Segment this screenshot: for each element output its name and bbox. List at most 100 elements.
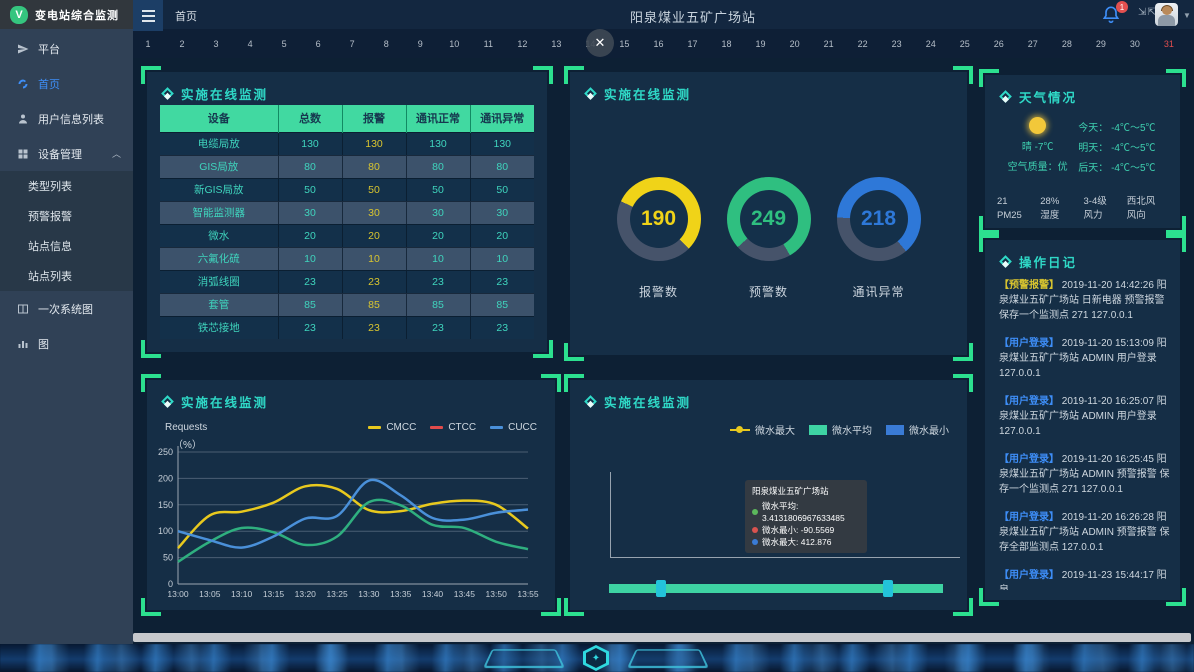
date-ruler: 1234567891011121314151617181920212223242…: [133, 29, 1194, 58]
ruler-number[interactable]: 31: [1163, 38, 1174, 49]
ruler-number[interactable]: 10: [449, 38, 460, 49]
sidebar-subitem-station-info[interactable]: 站点信息: [28, 241, 72, 253]
svg-text:13:55: 13:55: [517, 589, 539, 599]
ruler-number[interactable]: 9: [417, 38, 423, 49]
stat-value: 21: [997, 196, 1008, 207]
weather-stat: 21 PM25: [997, 195, 1040, 223]
log-tag: 【用户登录】: [999, 570, 1059, 581]
svg-text:250: 250: [158, 447, 173, 457]
avatar[interactable]: [1155, 3, 1178, 26]
sidebar-subitem-warning-alarm[interactable]: 预警报警: [28, 211, 72, 223]
donut-label: 通讯异常: [852, 285, 905, 299]
sidebar-item-device-management[interactable]: 设备管理 ︿: [0, 136, 133, 171]
legend-item-微水平均[interactable]: 微水平均: [809, 422, 872, 437]
table-row: 铁芯接地 23 23 23 23: [160, 315, 534, 339]
datazoom-slider[interactable]: [609, 584, 943, 593]
ruler-number[interactable]: 11: [483, 38, 493, 49]
notification-bell-icon[interactable]: 1: [1101, 1, 1128, 26]
sidebar-item-platform[interactable]: 平台: [0, 31, 133, 66]
panel-title: 实施在线监测: [604, 396, 692, 410]
legend-item-CMCC[interactable]: CMCC: [368, 422, 416, 433]
value-cell: 130: [406, 131, 471, 155]
sidebar-subitem-type-list[interactable]: 类型列表: [28, 181, 72, 193]
ruler-number[interactable]: 7: [349, 38, 355, 49]
ruler-number[interactable]: 25: [959, 38, 970, 49]
ruler-number[interactable]: 18: [721, 38, 732, 49]
sidebar-item-chart[interactable]: 图: [0, 326, 133, 361]
svg-text:13:00: 13:00: [167, 589, 189, 599]
legend-item-微水最大[interactable]: 微水最大: [730, 422, 795, 437]
stat-value: 西北风: [1126, 196, 1156, 207]
donut-value: 249: [750, 207, 787, 230]
menu-fold-icon[interactable]: [133, 0, 163, 31]
fullscreen-icon[interactable]: ⇲⇱: [1138, 7, 1157, 18]
ruler-number[interactable]: 19: [755, 38, 766, 49]
ruler-number[interactable]: 29: [1095, 38, 1106, 49]
horizontal-scrollbar[interactable]: [133, 633, 1191, 642]
ruler-number[interactable]: 12: [517, 38, 528, 49]
legend-swatch: [430, 426, 444, 429]
sidebar-item-user-info-list[interactable]: 用户信息列表: [0, 101, 133, 136]
panel-donut-gauges: 实施在线监测 190 报警数 249 预警数 218 通讯异常: [564, 66, 973, 361]
ruler-number[interactable]: 27: [1027, 38, 1038, 49]
ruler-number[interactable]: 24: [925, 38, 936, 49]
ruler-number[interactable]: 13: [551, 38, 562, 49]
ruler-number[interactable]: 15: [619, 38, 630, 49]
panel-title: 操作日记: [1019, 256, 1078, 270]
value-cell: 20: [406, 223, 471, 247]
value-cell: 30: [470, 200, 534, 224]
ruler-number[interactable]: 1: [145, 38, 151, 49]
legend-item-CUCC[interactable]: CUCC: [490, 422, 537, 433]
ruler-number[interactable]: 22: [857, 38, 868, 49]
legend-item-CTCC[interactable]: CTCC: [430, 422, 476, 433]
log-entry: 【用户登录】 2019-11-20 16:25:45 阳泉煤业五矿广场站 ADM…: [999, 454, 1170, 495]
stat-label: 风向: [1126, 210, 1146, 221]
sidebar-item-home[interactable]: 首页: [0, 66, 133, 101]
value-cell: 23: [406, 269, 471, 293]
donut-row: 190 报警数 249 预警数 218 通讯异常: [570, 177, 967, 300]
slider-handle-right[interactable]: [882, 580, 893, 597]
chevron-down-icon[interactable]: ▼: [1183, 11, 1191, 20]
ruler-number[interactable]: 2: [179, 38, 185, 49]
close-button[interactable]: ✕: [586, 29, 614, 57]
ruler-number[interactable]: 23: [891, 38, 902, 49]
svg-text:13:10: 13:10: [231, 589, 253, 599]
ruler-number[interactable]: 5: [281, 38, 287, 49]
ruler-number[interactable]: 20: [789, 38, 800, 49]
ruler-number[interactable]: 26: [993, 38, 1004, 49]
device-name-cell: 电缆局放: [160, 131, 279, 155]
panel-microwater-chart: 实施在线监测 微水最大 微水平均 微水最小 阳泉煤业五矿广场站 微水平均: 3.41…: [564, 374, 973, 616]
ruler-number[interactable]: 21: [823, 38, 834, 49]
sidebar-subitem-station-list[interactable]: 站点列表: [28, 271, 72, 283]
ruler-number[interactable]: 8: [383, 38, 389, 49]
ruler-number[interactable]: 4: [247, 38, 253, 49]
ruler-number[interactable]: 16: [653, 38, 664, 49]
logo: V 变电站综合监测: [0, 0, 133, 29]
breadcrumb[interactable]: 首页: [175, 11, 197, 23]
log-tag: 【用户登录】: [999, 454, 1059, 465]
chart-tooltip: 阳泉煤业五矿广场站 微水平均: 3.4131806967633485 微水最小: …: [745, 480, 867, 553]
value-cell: 50: [278, 177, 343, 201]
log-entry: 【用户登录】 2019-11-20 16:25:07 阳泉煤业五矿广场站 ADM…: [999, 396, 1167, 437]
value-cell: 23: [278, 269, 343, 293]
ruler-number[interactable]: 28: [1061, 38, 1072, 49]
legend-item-微水最小[interactable]: 微水最小: [886, 422, 949, 437]
tooltip-row: 微水最小: -90.5569: [752, 524, 860, 536]
device-name-cell: 新GIS局放: [160, 177, 279, 201]
slider-handle-left[interactable]: [655, 580, 666, 597]
svg-text:13:20: 13:20: [295, 589, 317, 599]
page-title: 阳泉煤业五矿广场站: [630, 10, 757, 25]
ruler-number[interactable]: 6: [315, 38, 321, 49]
tooltip-title: 阳泉煤业五矿广场站: [752, 486, 829, 496]
value-cell: 23: [342, 315, 407, 339]
column-header: 设备: [160, 105, 279, 132]
ruler-number[interactable]: 30: [1129, 38, 1140, 49]
svg-text:13:45: 13:45: [454, 589, 476, 599]
tooltip-row: 微水最大: 412.876: [752, 536, 860, 548]
ruler-number[interactable]: 3: [213, 38, 219, 49]
diamond-icon: [999, 90, 1012, 103]
sidebar-item-label: 设备管理: [38, 148, 82, 161]
ruler-number[interactable]: 17: [687, 38, 698, 49]
top-header: 首页 阳泉煤业五矿广场站 1 ⇲⇱ ▼: [133, 0, 1194, 31]
sidebar-item-primary-system-diagram[interactable]: 一次系统图: [0, 291, 133, 326]
